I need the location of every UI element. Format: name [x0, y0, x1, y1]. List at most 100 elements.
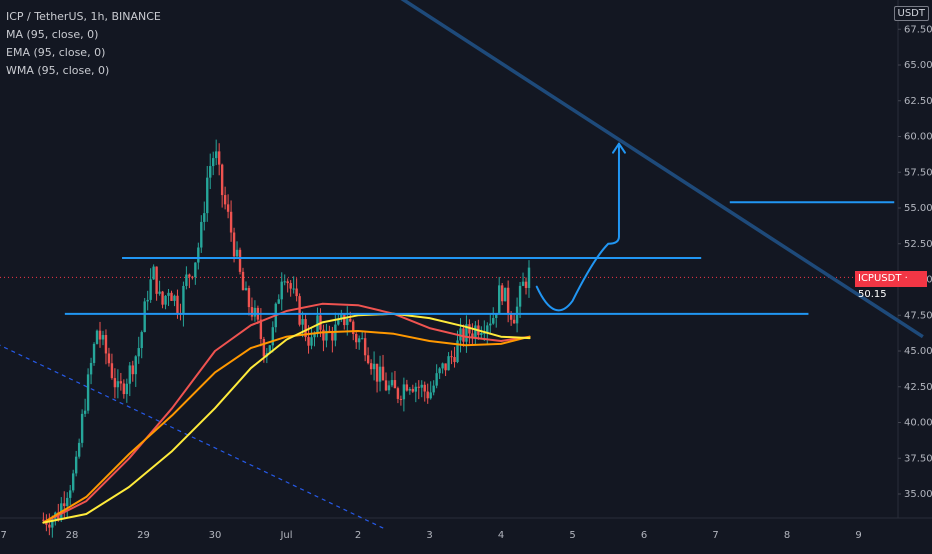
- candle-body: [197, 247, 200, 263]
- candle-body: [322, 329, 325, 341]
- candle-body: [307, 337, 310, 346]
- candle-body: [506, 287, 510, 315]
- candle-body: [203, 213, 206, 222]
- ema-indicator-label[interactable]: EMA (95, close, 0): [6, 46, 106, 59]
- candle-body: [429, 392, 432, 399]
- time-tick-label: 27: [0, 530, 7, 541]
- price-tag-value: 50.15: [858, 289, 887, 300]
- candle-body: [259, 319, 263, 339]
- candle-body: [402, 384, 406, 400]
- candle-body: [381, 366, 385, 381]
- candle-body: [185, 274, 188, 286]
- candle-body: [241, 271, 245, 291]
- candle-body: [110, 363, 114, 379]
- candle-body: [223, 195, 227, 205]
- candle-body: [340, 314, 343, 319]
- candle-body: [357, 338, 361, 343]
- candle-body: [104, 335, 108, 354]
- candle-body: [453, 357, 456, 363]
- candle-body: [51, 519, 54, 528]
- candle-body: [134, 356, 137, 375]
- candle-body: [89, 362, 93, 375]
- candle-body: [271, 327, 274, 346]
- candle-body: [232, 232, 236, 257]
- candle-body: [206, 177, 209, 214]
- candle-body: [465, 324, 468, 342]
- candle-body: [200, 221, 203, 248]
- price-tick-label: 47.50: [904, 310, 932, 321]
- candle-body: [209, 166, 212, 178]
- candle-body: [292, 288, 295, 290]
- candle-body: [509, 314, 513, 320]
- candle-body: [286, 281, 289, 284]
- candle-body: [480, 332, 483, 335]
- candle-body: [441, 363, 444, 369]
- candle-body: [450, 356, 453, 358]
- candle-body: [238, 249, 242, 272]
- candle-body: [495, 314, 498, 319]
- time-tick-label: 30: [209, 530, 222, 541]
- candle-body: [423, 384, 426, 392]
- candle-body: [346, 318, 349, 326]
- candle-body: [253, 307, 257, 317]
- candle-body: [310, 337, 313, 346]
- candle-body: [331, 331, 334, 341]
- time-tick-label: 29: [137, 530, 150, 541]
- candle-body: [295, 288, 298, 297]
- candle-body: [247, 288, 251, 308]
- time-tick-label: 3: [426, 530, 432, 541]
- candle-body: [262, 338, 266, 357]
- currency-label[interactable]: USDT: [893, 6, 929, 21]
- candle-body: [125, 383, 129, 395]
- candle-body: [405, 384, 409, 391]
- candle-body: [69, 490, 72, 498]
- candle-body: [396, 388, 400, 399]
- candle-body: [489, 323, 492, 326]
- ma-indicator-label[interactable]: MA (95, close, 0): [6, 28, 99, 41]
- time-tick-label: 6: [641, 530, 647, 541]
- candle-body: [313, 332, 316, 338]
- candle-body: [83, 410, 87, 414]
- candle-body: [411, 388, 415, 392]
- candle-body: [375, 363, 379, 382]
- candle-body: [408, 388, 412, 391]
- candle-body: [289, 283, 292, 289]
- price-tick-label: 42.50: [904, 382, 932, 393]
- price-tick-label: 52.50: [904, 239, 932, 250]
- candle-body: [372, 363, 376, 370]
- candle-body: [86, 374, 90, 411]
- wma-indicator-label[interactable]: WMA (95, close, 0): [6, 64, 110, 77]
- candle-body: [483, 332, 486, 334]
- candle-body: [512, 319, 516, 324]
- candle-body: [435, 373, 438, 386]
- candle-body: [301, 319, 304, 325]
- candle-body: [352, 321, 355, 334]
- projection-arrowhead: [611, 142, 626, 154]
- candle-body: [378, 366, 382, 382]
- candle-body: [217, 151, 221, 165]
- candle-body: [384, 380, 388, 391]
- candle-body: [128, 365, 131, 384]
- candle-body: [158, 291, 161, 294]
- price-tick-label: 37.50: [904, 453, 932, 464]
- time-tick-label: Jul: [279, 530, 292, 541]
- time-tick-label: 4: [498, 530, 504, 541]
- candle-body: [343, 314, 346, 326]
- symbol-title[interactable]: ICP / TetherUS, 1h, BINANCE: [6, 10, 161, 23]
- candle-body: [521, 281, 525, 286]
- candle-body: [119, 381, 123, 384]
- candle-body: [456, 340, 459, 363]
- candle-body: [474, 325, 477, 338]
- candle-body: [146, 299, 149, 302]
- price-tick-label: 40.00: [904, 418, 932, 429]
- candle-body: [250, 307, 254, 317]
- candle-body: [212, 158, 215, 167]
- candle-body: [229, 211, 233, 233]
- candle-body: [152, 266, 155, 280]
- candle-body: [298, 296, 301, 325]
- time-tick-label: 2: [355, 530, 361, 541]
- candle-body: [98, 330, 102, 340]
- price-tick-label: 45.00: [904, 346, 932, 357]
